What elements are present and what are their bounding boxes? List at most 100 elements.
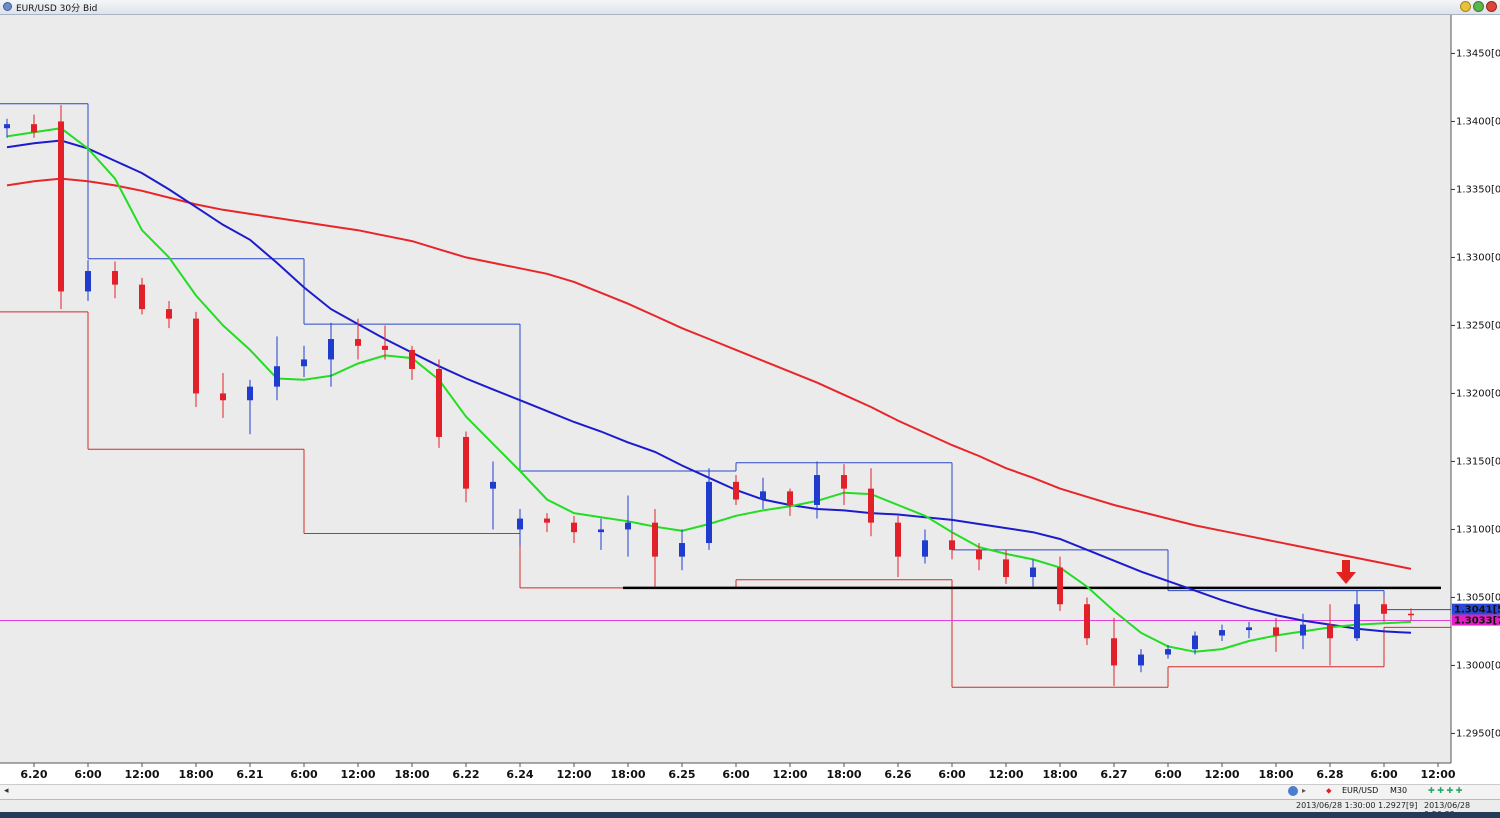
candle-body bbox=[1165, 649, 1171, 655]
close-button[interactable] bbox=[1486, 1, 1497, 12]
candle-body bbox=[409, 349, 415, 369]
x-tick-label: 12:00 bbox=[124, 768, 159, 781]
candle-body bbox=[733, 481, 739, 500]
x-tick-label: 12:00 bbox=[1204, 768, 1239, 781]
toolbar-tool[interactable]: ✚ ✚ ✚ ✚ bbox=[1428, 786, 1463, 795]
candle-body bbox=[1030, 567, 1036, 578]
candle-body bbox=[1246, 627, 1252, 631]
y-tick-label: 1.3000[0 bbox=[1456, 660, 1500, 671]
moving-average-line bbox=[6, 177, 1412, 570]
toolbar-order[interactable]: ⬥ bbox=[1326, 786, 1332, 795]
scrollbar[interactable]: ◂ bbox=[0, 784, 1500, 800]
x-tick-label: 12:00 bbox=[988, 768, 1023, 781]
candle-body bbox=[193, 318, 199, 394]
candle-body bbox=[247, 386, 253, 401]
x-tick-label: 6.28 bbox=[1316, 768, 1343, 781]
timeframe-select[interactable]: M30 bbox=[1390, 786, 1408, 795]
candle-body bbox=[1354, 604, 1360, 639]
toolbar: ▸ ⬥ EUR/USD M30 ✚ ✚ ✚ ✚ bbox=[1288, 784, 1500, 798]
candle-body bbox=[31, 124, 37, 133]
candle-body bbox=[895, 522, 901, 557]
scroll-left[interactable]: ◂ bbox=[4, 786, 9, 796]
window-title: EUR/USD 30分 Bid bbox=[16, 4, 98, 14]
candle-body bbox=[139, 284, 145, 310]
y-tick-label: 1.3150[0 bbox=[1456, 456, 1500, 467]
candle-body bbox=[544, 518, 550, 523]
chart: 6.20 6:00 12:00 18:00 6.21 6:00 12:00 18:00 6.22… bbox=[0, 15, 1500, 784]
status-bar-price: 1.2927[9] bbox=[1378, 801, 1418, 810]
x-tick-label: 18:00 bbox=[610, 768, 645, 781]
candle-body bbox=[598, 529, 604, 533]
candle-body bbox=[301, 359, 307, 367]
y-tick-label: 1.3050[0 bbox=[1456, 592, 1500, 603]
x-tick-label: 12:00 bbox=[772, 768, 807, 781]
price-axis-panel bbox=[1451, 15, 1500, 763]
y-tick-label: 1.3400[0 bbox=[1456, 116, 1500, 127]
candle-body bbox=[112, 271, 118, 285]
candle-body bbox=[1111, 638, 1117, 666]
candle-body bbox=[841, 475, 847, 489]
x-tick-label: 12:00 bbox=[340, 768, 375, 781]
x-tick-label: 18:00 bbox=[394, 768, 429, 781]
signal-arrow bbox=[1336, 560, 1356, 584]
x-tick-label: 6.24 bbox=[506, 768, 533, 781]
candle-body bbox=[868, 488, 874, 523]
candle-body bbox=[85, 271, 91, 292]
status-bar-time: 2013/06/28 1:30:00 bbox=[1296, 801, 1376, 810]
candle-body bbox=[382, 345, 388, 350]
x-tick-label: 6.27 bbox=[1100, 768, 1127, 781]
x-tick-label: 6:00 bbox=[74, 768, 102, 781]
x-tick-label: 6:00 bbox=[1370, 768, 1398, 781]
candle-body bbox=[1273, 627, 1279, 636]
candle-body bbox=[949, 540, 955, 550]
minimize-button[interactable] bbox=[1460, 1, 1471, 12]
candle-body bbox=[1138, 654, 1144, 666]
y-tick-label: 1.2950[0 bbox=[1456, 728, 1500, 739]
x-tick-label: 18:00 bbox=[1042, 768, 1077, 781]
title-bar: EUR/USD 30分 Bid bbox=[0, 0, 1500, 15]
price-label-box bbox=[1452, 603, 1500, 615]
x-tick-label: 12:00 bbox=[556, 768, 591, 781]
price-label: 1.3033[7 bbox=[1454, 616, 1500, 627]
candle-body bbox=[517, 518, 523, 530]
plot-area bbox=[0, 15, 1451, 763]
y-tick-label: 1.3200[0 bbox=[1456, 388, 1500, 399]
x-tick-label: 6.22 bbox=[452, 768, 479, 781]
x-tick-label: 6:00 bbox=[290, 768, 318, 781]
candle-body bbox=[4, 124, 10, 129]
x-tick-label: 6.21 bbox=[236, 768, 263, 781]
candle-body bbox=[328, 339, 334, 360]
candle-body bbox=[787, 491, 793, 505]
candle-body bbox=[1219, 630, 1225, 636]
candle-body bbox=[706, 481, 712, 544]
y-tick-label: 1.3250[0 bbox=[1456, 320, 1500, 331]
candle-body bbox=[1300, 624, 1306, 636]
candle-body bbox=[625, 522, 631, 530]
candle-body bbox=[1381, 604, 1387, 614]
maximize-button[interactable] bbox=[1473, 1, 1484, 12]
x-tick-label: 6:00 bbox=[1154, 768, 1182, 781]
candle-body bbox=[814, 475, 820, 505]
x-tick-label: 6.20 bbox=[20, 768, 47, 781]
candle-body bbox=[1327, 624, 1333, 639]
symbol-select[interactable]: EUR/USD bbox=[1342, 786, 1379, 795]
taskbar bbox=[0, 812, 1500, 818]
toolbar-arrow[interactable]: ▸ bbox=[1302, 786, 1307, 795]
candle-body bbox=[1192, 635, 1198, 650]
x-tick-label: 18:00 bbox=[1258, 768, 1293, 781]
price-label-box bbox=[1452, 614, 1500, 626]
candle-body bbox=[679, 543, 685, 557]
x-tick-label: 6.26 bbox=[884, 768, 911, 781]
candle-body bbox=[1084, 604, 1090, 639]
x-tick-label: 6:00 bbox=[722, 768, 750, 781]
y-tick-label: 1.3100[0 bbox=[1456, 524, 1500, 535]
candle-body bbox=[760, 491, 766, 500]
y-tick-label: 1.3300[0 bbox=[1456, 252, 1500, 263]
toolbar-icon[interactable] bbox=[1288, 786, 1298, 796]
candle-body bbox=[922, 540, 928, 557]
candle-body bbox=[463, 436, 469, 489]
candle-body bbox=[436, 368, 442, 437]
candle-body bbox=[490, 481, 496, 489]
candle-body bbox=[1057, 567, 1063, 605]
